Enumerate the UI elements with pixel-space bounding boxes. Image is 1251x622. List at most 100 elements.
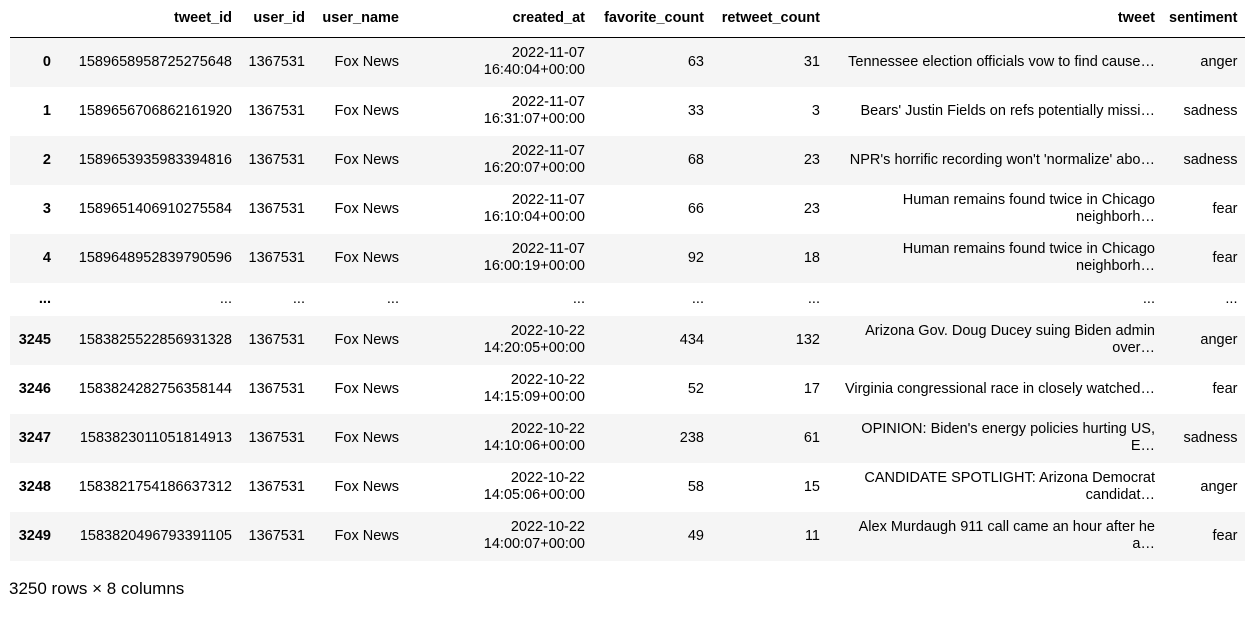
- tweet-text-line1: Alex Murdaugh 911 call came an hour afte…: [858, 519, 1155, 535]
- cell-sentiment: fear: [1212, 200, 1238, 217]
- cell-sentiment: fear: [1212, 380, 1238, 397]
- cell-created-at: 2022-10-22 14:05:06+00:00: [406, 463, 592, 512]
- cell-sentiment: sadness: [1183, 429, 1238, 446]
- tweet-text-line2: a…: [1132, 536, 1155, 552]
- row-index: 3249: [18, 527, 51, 544]
- cell-created-at: 2022-10-22 14:15:09+00:00: [406, 365, 592, 414]
- index-header: [10, 0, 58, 38]
- ellipsis-cell: ...: [1142, 290, 1155, 307]
- cell-retweet-count: 17: [803, 380, 820, 397]
- created-time: 14:20:05+00:00: [483, 340, 585, 356]
- created-date: 2022-10-22: [510, 421, 585, 437]
- tweet-text-line1: Bears' Justin Fields on refs potentially…: [860, 102, 1156, 119]
- cell-sentiment: sadness: [1183, 102, 1238, 119]
- row-index: 3245: [18, 331, 51, 348]
- tweet-text-line2: over…: [1112, 340, 1155, 356]
- tweet-text-line1: Human remains found twice in Chicago: [902, 241, 1155, 257]
- cell-sentiment: anger: [1200, 331, 1238, 348]
- cell-created-at: 2022-11-07 16:31:07+00:00: [406, 87, 592, 136]
- header-retweet-count: retweet_count: [711, 0, 827, 38]
- table-row: 3 1589651406910275584 1367531 Fox News 2022-…: [10, 184, 1245, 234]
- cell-retweet-count: 15: [803, 478, 820, 495]
- created-time: 16:20:07+00:00: [483, 160, 585, 176]
- cell-favorite-count: 52: [687, 380, 704, 397]
- cell-user-name: Fox News: [334, 200, 399, 217]
- table-row: 3246 1583824282756358144 1367531 Fox News 20…: [10, 364, 1245, 414]
- cell-favorite-count: 66: [687, 200, 704, 217]
- cell-tweet-id: 1589656706862161920: [78, 102, 232, 119]
- cell-user-id: 1367531: [248, 53, 305, 70]
- cell-user-name: Fox News: [334, 527, 399, 544]
- cell-user-name: Fox News: [334, 380, 399, 397]
- row-index: 1: [42, 102, 51, 119]
- cell-tweet-id: 1583823011051814913: [79, 429, 232, 446]
- header-row: tweet_id user_id user_name created_at fa…: [10, 0, 1245, 38]
- cell-tweet: Virginia congressional race in closely w…: [827, 365, 1162, 414]
- created-time: 14:15:09+00:00: [483, 389, 585, 405]
- row-index: 2: [42, 151, 51, 168]
- ellipsis-cell: ...: [292, 290, 305, 307]
- cell-created-at: 2022-10-22 14:10:06+00:00: [406, 414, 592, 463]
- header-tweet-id: tweet_id: [58, 0, 239, 38]
- cell-user-name: Fox News: [334, 478, 399, 495]
- table-row: 3245 1583825522856931328 1367531 Fox News 20…: [10, 315, 1245, 365]
- header-user-name: user_name: [312, 0, 406, 38]
- cell-retweet-count: 11: [804, 527, 820, 544]
- cell-favorite-count: 58: [687, 478, 704, 495]
- row-index: 3248: [18, 478, 51, 495]
- ellipsis-row: ...........................: [10, 282, 1245, 316]
- table-row: 3248 1583821754186637312 1367531 Fox News 20…: [10, 462, 1245, 512]
- ellipsis-cell: ...: [219, 290, 232, 307]
- tweet-text-line1: OPINION: Biden's energy policies hurting…: [861, 421, 1155, 437]
- cell-user-id: 1367531: [248, 200, 305, 217]
- cell-retweet-count: 23: [803, 151, 820, 168]
- created-time: 14:05:06+00:00: [483, 487, 585, 503]
- header-sentiment: sentiment: [1162, 0, 1245, 38]
- cell-tweet-id: 1583824282756358144: [78, 380, 232, 397]
- header-tweet: tweet: [827, 0, 1162, 38]
- cell-tweet: NPR's horrific recording won't 'normaliz…: [827, 136, 1162, 185]
- cell-user-id: 1367531: [248, 102, 305, 119]
- dataframe-output: tweet_id user_id user_name created_at fa…: [10, 0, 1245, 561]
- shape-summary: 3250 rows × 8 columns: [9, 579, 185, 598]
- cell-favorite-count: 63: [687, 53, 704, 70]
- cell-user-name: Fox News: [334, 102, 399, 119]
- cell-user-name: Fox News: [334, 53, 399, 70]
- created-date: 2022-10-22: [510, 519, 585, 535]
- created-date: 2022-11-07: [511, 45, 585, 62]
- ellipsis-cell: ...: [386, 290, 399, 307]
- table-row: 0 1589658958725275648 1367531 Fox News 2022-…: [10, 37, 1245, 87]
- row-index: 3247: [18, 429, 51, 446]
- table-row: 3247 1583823011051814913 1367531 Fox News 20…: [10, 413, 1245, 463]
- table-body: 0 1589658958725275648 1367531 Fox News 2022-…: [10, 37, 1245, 561]
- ellipsis-cell: ...: [807, 290, 820, 307]
- cell-user-id: 1367531: [248, 429, 305, 446]
- created-time: 16:31:07+00:00: [483, 111, 585, 127]
- cell-tweet-id: 1589651406910275584: [78, 200, 232, 217]
- cell-tweet: Human remains found twice in Chicago neig…: [827, 185, 1162, 234]
- header-created-at: created_at: [406, 0, 592, 38]
- cell-retweet-count: 18: [803, 249, 820, 266]
- cell-retweet-count: 3: [811, 102, 820, 119]
- created-time: 16:00:19+00:00: [483, 258, 585, 274]
- tweet-text-line2: E…: [1130, 438, 1155, 454]
- created-date: 2022-10-22: [510, 323, 585, 339]
- cell-sentiment: anger: [1200, 478, 1238, 495]
- tweet-text-line1: CANDIDATE SPOTLIGHT: Arizona Democrat: [864, 470, 1155, 486]
- tweet-text-line2: neighborh…: [1076, 258, 1155, 274]
- row-index: 4: [42, 249, 51, 266]
- created-date: 2022-11-07: [511, 94, 585, 110]
- ellipsis-cell: ...: [38, 290, 51, 307]
- cell-retweet-count: 61: [803, 429, 820, 446]
- ellipsis-cell: ...: [691, 290, 704, 307]
- tweet-text-line1: NPR's horrific recording won't 'normaliz…: [849, 151, 1155, 168]
- cell-user-id: 1367531: [248, 478, 305, 495]
- created-time: 16:10:04+00:00: [483, 209, 585, 225]
- cell-retweet-count: 23: [803, 200, 820, 217]
- cell-tweet-id: 1589658958725275648: [78, 53, 232, 70]
- row-index: 0: [42, 53, 51, 70]
- cell-user-id: 1367531: [248, 331, 305, 348]
- cell-user-name: Fox News: [334, 429, 399, 446]
- cell-tweet-id: 1583825522856931328: [78, 331, 232, 348]
- cell-sentiment: fear: [1212, 249, 1238, 266]
